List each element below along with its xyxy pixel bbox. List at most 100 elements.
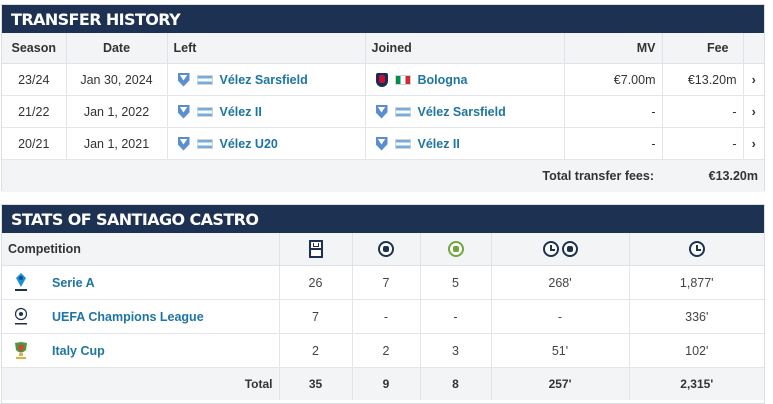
competition-link[interactable]: Serie A bbox=[52, 275, 95, 290]
date-cell: Jan 30, 2024 bbox=[66, 63, 168, 96]
italy-cup-logo-icon[interactable] bbox=[12, 340, 30, 362]
col-assists bbox=[420, 233, 492, 266]
stats-row: Italy Cup 2 2 3 51' 102' bbox=[2, 333, 764, 368]
col-appearances bbox=[279, 233, 353, 266]
mv-cell: - bbox=[564, 95, 663, 128]
ball-icon bbox=[561, 241, 578, 257]
appearances-link[interactable]: 26 bbox=[279, 265, 353, 300]
ball-goals-icon bbox=[378, 241, 394, 257]
joined-club-cell: Vélez Sarsfield bbox=[365, 95, 565, 128]
velez-crest-icon[interactable] bbox=[177, 136, 190, 151]
stats-box: Stats of Santiago Castro Competition bbox=[1, 204, 765, 404]
minutes-per-goal-cell: 51' bbox=[491, 333, 630, 368]
stats-table: Competition Serie A 26 bbox=[2, 233, 764, 400]
season-cell: 23/24 bbox=[2, 63, 67, 96]
left-club-link[interactable]: Vélez II bbox=[219, 104, 262, 119]
col-arrow bbox=[743, 33, 764, 64]
total-minutes-played: 2,315' bbox=[629, 367, 764, 400]
clock-minutes-played-icon bbox=[688, 241, 705, 257]
stats-title: Stats of Santiago Castro bbox=[2, 205, 764, 233]
stats-row: Serie A 26 7 5 268' 1,877' bbox=[2, 265, 764, 300]
argentina-flag-icon bbox=[394, 138, 411, 149]
mv-cell: €7.00m bbox=[564, 63, 663, 96]
clock-icon bbox=[542, 241, 559, 257]
goals-cell: 2 bbox=[352, 333, 421, 368]
competition-link[interactable]: Italy Cup bbox=[52, 343, 105, 358]
minutes-played-cell: 1,877' bbox=[629, 265, 764, 300]
left-club-cell: Vélez U20 bbox=[167, 127, 366, 160]
col-minutes-played bbox=[629, 233, 764, 266]
assists-cell: 5 bbox=[420, 265, 492, 300]
chevron-right-icon[interactable]: › bbox=[743, 127, 764, 160]
total-goals: 9 bbox=[352, 367, 421, 400]
total-fees-label: Total transfer fees: bbox=[2, 159, 662, 192]
competition-link[interactable]: UEFA Champions League bbox=[52, 309, 204, 324]
pitch-appearances-icon bbox=[308, 240, 323, 258]
col-left: Left bbox=[167, 33, 366, 64]
goals-cell: 7 bbox=[352, 265, 421, 300]
chevron-right-icon[interactable]: › bbox=[743, 63, 764, 96]
col-fee: Fee bbox=[662, 33, 744, 64]
left-club-link[interactable]: Vélez U20 bbox=[219, 136, 278, 151]
joined-club-cell: Bologna bbox=[365, 63, 565, 96]
joined-club-link[interactable]: Vélez II bbox=[417, 136, 460, 151]
total-minutes-per-goal: 257' bbox=[491, 367, 630, 400]
competition-cell: Serie A bbox=[2, 265, 280, 300]
minutes-per-goal-cell: 268' bbox=[491, 265, 630, 300]
chevron-right-icon[interactable]: › bbox=[743, 95, 764, 128]
champions-league-logo-icon[interactable] bbox=[12, 306, 30, 328]
total-fees-value: €13.20m bbox=[662, 159, 764, 192]
left-club-cell: Vélez Sarsfield bbox=[167, 63, 366, 96]
velez-crest-icon[interactable] bbox=[177, 72, 190, 87]
total-label: Total bbox=[2, 367, 280, 400]
transfer-total-row: Total transfer fees: €13.20m bbox=[2, 159, 764, 192]
transfer-row[interactable]: 21/22 Jan 1, 2022 Vélez II Vélez Sarsfie… bbox=[2, 95, 764, 128]
fee-cell: - bbox=[662, 95, 744, 128]
joined-club-cell: Vélez II bbox=[365, 127, 565, 160]
total-appearances: 35 bbox=[279, 367, 353, 400]
appearances-link[interactable]: 2 bbox=[279, 333, 353, 368]
stats-table-header: Competition bbox=[2, 233, 764, 266]
transfer-table: Season Date Left Joined MV Fee 23/24 Jan… bbox=[2, 33, 764, 192]
italy-flag-icon bbox=[394, 74, 411, 85]
col-mv: MV bbox=[564, 33, 663, 64]
minutes-played-cell: 336' bbox=[629, 299, 764, 334]
fee-cell: €13.20m bbox=[662, 63, 744, 96]
joined-club-link[interactable]: Bologna bbox=[417, 72, 468, 87]
transfer-history-box: Transfer history Season Date Left Joined… bbox=[1, 4, 765, 192]
col-competition: Competition bbox=[2, 233, 280, 266]
left-club-link[interactable]: Vélez Sarsfield bbox=[219, 72, 308, 87]
argentina-flag-icon bbox=[196, 106, 213, 117]
stats-row: UEFA Champions League 7 - - - 336' bbox=[2, 299, 764, 334]
left-club-cell: Vélez II bbox=[167, 95, 366, 128]
argentina-flag-icon bbox=[196, 74, 213, 85]
date-cell: Jan 1, 2022 bbox=[66, 95, 168, 128]
date-cell: Jan 1, 2021 bbox=[66, 127, 168, 160]
transfer-row[interactable]: 20/21 Jan 1, 2021 Vélez U20 Vélez II - -… bbox=[2, 127, 764, 160]
serie-a-logo-icon[interactable] bbox=[12, 272, 30, 294]
velez-crest-icon[interactable] bbox=[177, 104, 190, 119]
mv-cell: - bbox=[564, 127, 663, 160]
col-date: Date bbox=[66, 33, 168, 64]
col-goals bbox=[352, 233, 421, 266]
transfer-history-title: Transfer history bbox=[2, 5, 764, 33]
competition-cell: Italy Cup bbox=[2, 333, 280, 368]
goals-cell: - bbox=[352, 299, 421, 334]
joined-club-link[interactable]: Vélez Sarsfield bbox=[417, 104, 506, 119]
col-season: Season bbox=[2, 33, 67, 64]
col-joined: Joined bbox=[365, 33, 565, 64]
minutes-per-goal-cell: - bbox=[491, 299, 630, 334]
assists-cell: - bbox=[420, 299, 492, 334]
stats-total-row: Total 35 9 8 257' 2,315' bbox=[2, 367, 764, 400]
argentina-flag-icon bbox=[394, 106, 411, 117]
minutes-played-cell: 102' bbox=[629, 333, 764, 368]
transfer-row[interactable]: 23/24 Jan 30, 2024 Vélez Sarsfield Bolog… bbox=[2, 63, 764, 96]
velez-crest-icon[interactable] bbox=[375, 136, 388, 151]
ball-assists-icon bbox=[447, 241, 464, 257]
argentina-flag-icon bbox=[196, 138, 213, 149]
appearances-link[interactable]: 7 bbox=[279, 299, 353, 334]
velez-crest-icon[interactable] bbox=[375, 104, 388, 119]
season-cell: 20/21 bbox=[2, 127, 67, 160]
bologna-crest-icon[interactable] bbox=[375, 72, 388, 87]
competition-cell: UEFA Champions League bbox=[2, 299, 280, 334]
